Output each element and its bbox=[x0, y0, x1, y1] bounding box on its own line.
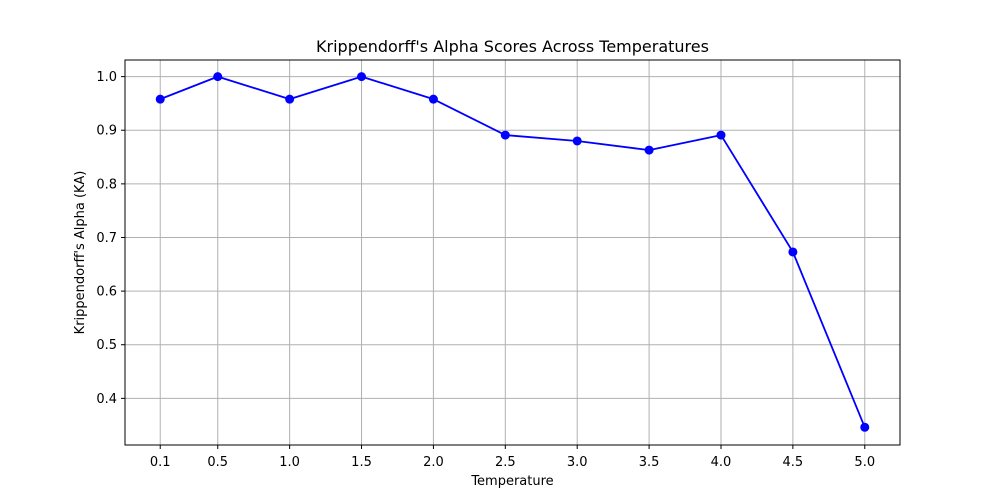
y-tick-label: 0.4 bbox=[96, 392, 117, 407]
data-point bbox=[285, 94, 295, 104]
x-axis-ticks: 0.1 0.5 1.0 1.5 2.0 2.5 3.0 3.5 4.0 4.5 5.0 bbox=[150, 445, 875, 470]
data-point bbox=[788, 247, 798, 257]
x-tick-label: 3.0 bbox=[567, 455, 588, 470]
x-tick-label: 0.5 bbox=[207, 455, 228, 470]
x-tick-label: 0.1 bbox=[150, 455, 171, 470]
data-point bbox=[213, 72, 223, 82]
y-tick-label: 0.7 bbox=[96, 231, 117, 246]
x-tick-label: 4.5 bbox=[783, 455, 804, 470]
data-point bbox=[357, 72, 367, 82]
y-tick-label: 0.6 bbox=[96, 285, 117, 300]
y-axis-ticks: 0.4 0.5 0.6 0.7 0.8 0.9 1.0 bbox=[96, 70, 125, 407]
x-tick-label: 3.5 bbox=[639, 455, 660, 470]
x-tick-label: 1.0 bbox=[279, 455, 300, 470]
x-tick-label: 1.5 bbox=[351, 455, 372, 470]
data-point bbox=[155, 94, 165, 104]
data-point bbox=[644, 145, 654, 155]
series-line bbox=[159, 75, 866, 428]
grid bbox=[125, 60, 900, 445]
y-tick-label: 0.5 bbox=[96, 338, 117, 353]
y-axis-label: Krippendorff's Alpha (KA) bbox=[73, 171, 88, 335]
x-axis-label: Temperature bbox=[470, 474, 553, 489]
data-point bbox=[860, 422, 870, 432]
data-point bbox=[500, 130, 510, 140]
x-tick-label: 5.0 bbox=[854, 455, 875, 470]
data-point bbox=[428, 94, 438, 104]
data-point bbox=[572, 136, 582, 146]
data-points bbox=[155, 72, 870, 432]
plot-area-frame bbox=[124, 59, 901, 446]
y-tick-label: 0.8 bbox=[96, 177, 117, 192]
x-tick-label: 2.0 bbox=[423, 455, 444, 470]
y-tick-label: 0.9 bbox=[96, 124, 117, 139]
chart-title: Krippendorff's Alpha Scores Across Tempe… bbox=[316, 37, 709, 56]
y-tick-label: 1.0 bbox=[96, 70, 117, 85]
x-tick-label: 2.5 bbox=[495, 455, 516, 470]
data-point bbox=[716, 130, 726, 140]
series-line-group bbox=[159, 75, 866, 428]
x-tick-label: 4.0 bbox=[711, 455, 732, 470]
